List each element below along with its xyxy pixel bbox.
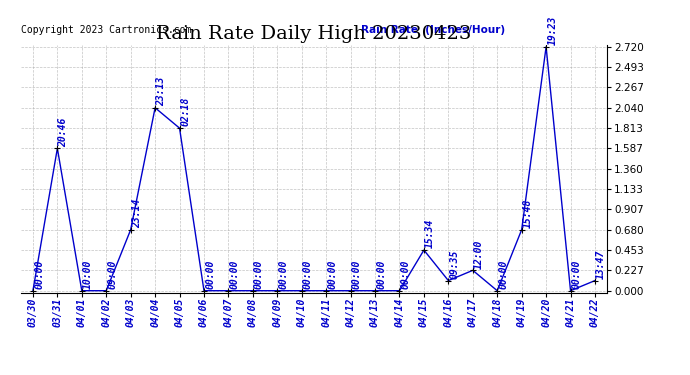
Text: 00:00: 00:00 (376, 260, 386, 289)
Text: 00:00: 00:00 (327, 260, 337, 289)
Text: 13:47: 13:47 (596, 249, 607, 279)
Text: 10:00: 10:00 (83, 260, 93, 289)
Text: 09:00: 09:00 (108, 260, 117, 289)
Text: 02:18: 02:18 (181, 97, 190, 126)
Text: 20:46: 20:46 (59, 117, 68, 147)
Text: 09:35: 09:35 (450, 249, 460, 279)
Text: 15:34: 15:34 (425, 219, 435, 248)
Text: 00:00: 00:00 (254, 260, 264, 289)
Text: 23:13: 23:13 (157, 76, 166, 106)
Text: 00:00: 00:00 (352, 260, 362, 289)
Text: 00:00: 00:00 (230, 260, 239, 289)
Text: 00:00: 00:00 (34, 260, 44, 289)
Text: 19:23: 19:23 (547, 16, 558, 45)
Text: 23:14: 23:14 (132, 198, 142, 228)
Text: 00:00: 00:00 (401, 260, 411, 289)
Text: 00:00: 00:00 (303, 260, 313, 289)
Text: Copyright 2023 Cartronics.com: Copyright 2023 Cartronics.com (21, 25, 191, 35)
Text: 12:00: 12:00 (474, 239, 484, 268)
Text: 00:00: 00:00 (498, 260, 509, 289)
Text: Rain Rate  (Inches/Hour): Rain Rate (Inches/Hour) (361, 25, 505, 35)
Title: Rain Rate Daily High 20230423: Rain Rate Daily High 20230423 (156, 26, 472, 44)
Text: 00:00: 00:00 (205, 260, 215, 289)
Text: 15:48: 15:48 (523, 198, 533, 228)
Text: 00:00: 00:00 (572, 260, 582, 289)
Text: 00:00: 00:00 (279, 260, 288, 289)
